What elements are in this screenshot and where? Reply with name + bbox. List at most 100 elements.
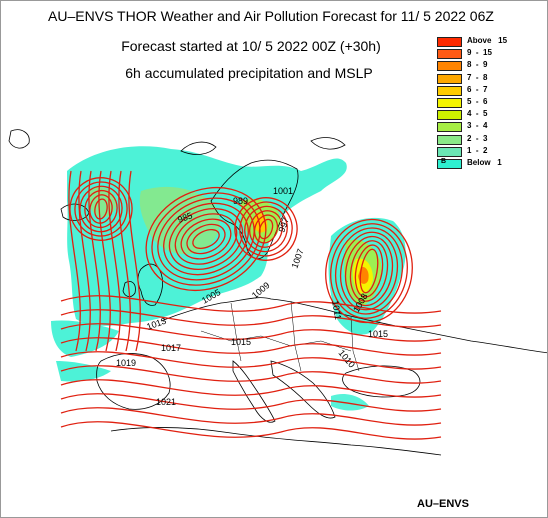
isobar-south [60,407,442,426]
field-description: 6h accumulated precipitation and MSLP [125,65,373,81]
isobar-low-iceland [79,185,123,233]
precipitation-field [51,146,406,411]
legend-label: 5 - 6 [467,97,488,106]
coast-continent [160,297,547,354]
coast-black-sea [342,365,421,398]
isobar-low-iceland [69,177,133,241]
forecast-start: Forecast started at 10/ 5 2022 00Z (+30h… [121,38,381,54]
isobar-south [60,393,442,412]
isobar-atlantic [98,170,111,352]
legend-swatch: B [437,158,462,169]
legend-label: 4 - 5 [467,109,488,119]
legend-row: 3 - 4 [437,121,547,133]
legend-swatch [437,98,462,108]
isobar-low-north-sea [145,186,267,292]
isobar-low-north-sea [180,218,232,260]
isobar-low-iceland [89,194,113,224]
isobar-label: 985 [176,210,194,225]
coast-north-africa [110,427,442,456]
isobar-label: 1015 [368,329,388,339]
legend-row: 8 - 9 [437,60,547,72]
isobar-label: 1015 [231,337,251,347]
isobar-label: 1010 [336,348,357,370]
isobar-atlantic [128,170,141,352]
isobar-low-north-sea [192,228,220,250]
legend-label: 1 - 2 [467,145,488,155]
isobar-low-russia [325,218,413,324]
isobar-low-north-sea [186,223,226,255]
border-lines [200,300,360,372]
isobar-south [60,379,442,398]
isobar-low-russia [354,244,384,298]
legend-label: 7 - 8 [467,72,488,82]
precip-cyan-sea [331,394,369,411]
legend-swatch [437,110,462,121]
coast-greenland [8,129,30,149]
legend-label: Below 1 [467,158,502,167]
isobar-atlantic [88,170,101,352]
isobar-south [60,351,442,370]
isobar-low-scandinavia [253,214,279,244]
isobar-low-scandinavia [239,201,293,257]
legend-row: Above 15 [437,36,547,48]
legend-row: 6 - 7 [437,84,547,97]
legend-row: 9 - 15 [437,48,547,60]
isobar-label: 997 [276,216,291,234]
mslp-isobars [60,170,442,440]
isobar-atlantic [68,170,81,352]
legend-marker: B [441,158,447,165]
isobar-label: 1019 [116,358,136,368]
legend-row: 5 - 6 [437,97,547,109]
isobar-low-north-sea [163,202,249,276]
isobar-low-russia [359,248,379,294]
legend-swatch [437,73,462,84]
isobar-low-iceland [94,198,108,220]
isobar-low-scandinavia [258,218,274,240]
isobar-south [60,365,442,384]
legend-row: B Below 1 [437,158,547,170]
legend-label: 2 - 3 [467,133,488,143]
legend-swatch [437,122,462,133]
legend-label: 8 - 9 [467,60,488,70]
isobar-low-russia [344,235,394,307]
isobar-low-scandinavia [249,210,283,248]
legend-swatch [437,134,462,145]
coast-arctic-islands [180,137,346,155]
isobar-low-russia [330,223,408,319]
isobar-low-russia [334,227,404,315]
isobar-atlantic [108,170,121,352]
coast-balkans [270,360,336,419]
legend-swatch [437,146,462,157]
legend-row: 1 - 2 [437,145,547,158]
isobar-low-russia [349,240,389,302]
isobar-south [60,323,442,342]
legend-swatch [437,49,462,60]
legend-row: 7 - 8 [437,72,547,85]
page-title: AU–ENVS THOR Weather and Air Pollution F… [48,8,494,24]
legend-row: 4 - 5 [437,109,547,121]
credit-label: AU–ENVS [417,498,469,510]
precip-cyan-sw [56,361,111,382]
coast-iberia [96,353,171,410]
isobar-low-scandinavia [244,205,288,253]
legend-swatch [437,37,462,47]
isobar-label: 1021 [156,397,176,407]
isobar-low-north-sea [157,197,255,281]
isobar-south [60,295,442,314]
isobar-south [60,309,442,328]
legend-label: 3 - 4 [467,121,488,131]
legend-label: 6 - 7 [467,84,488,94]
isobar-low-iceland [84,189,118,229]
coast-italy [232,360,276,423]
legend-swatch [437,85,462,96]
isobar-label: 1017 [161,343,181,353]
legend-label: Above 15 [467,36,508,45]
isobar-label: 1007 [289,247,305,269]
isobar-low-iceland [74,181,128,237]
isobar-label: 1001 [273,186,293,196]
isobar-low-scandinavia [234,197,298,261]
isobar-label: 989 [233,196,248,206]
isobar-label: 1011 [330,300,343,321]
